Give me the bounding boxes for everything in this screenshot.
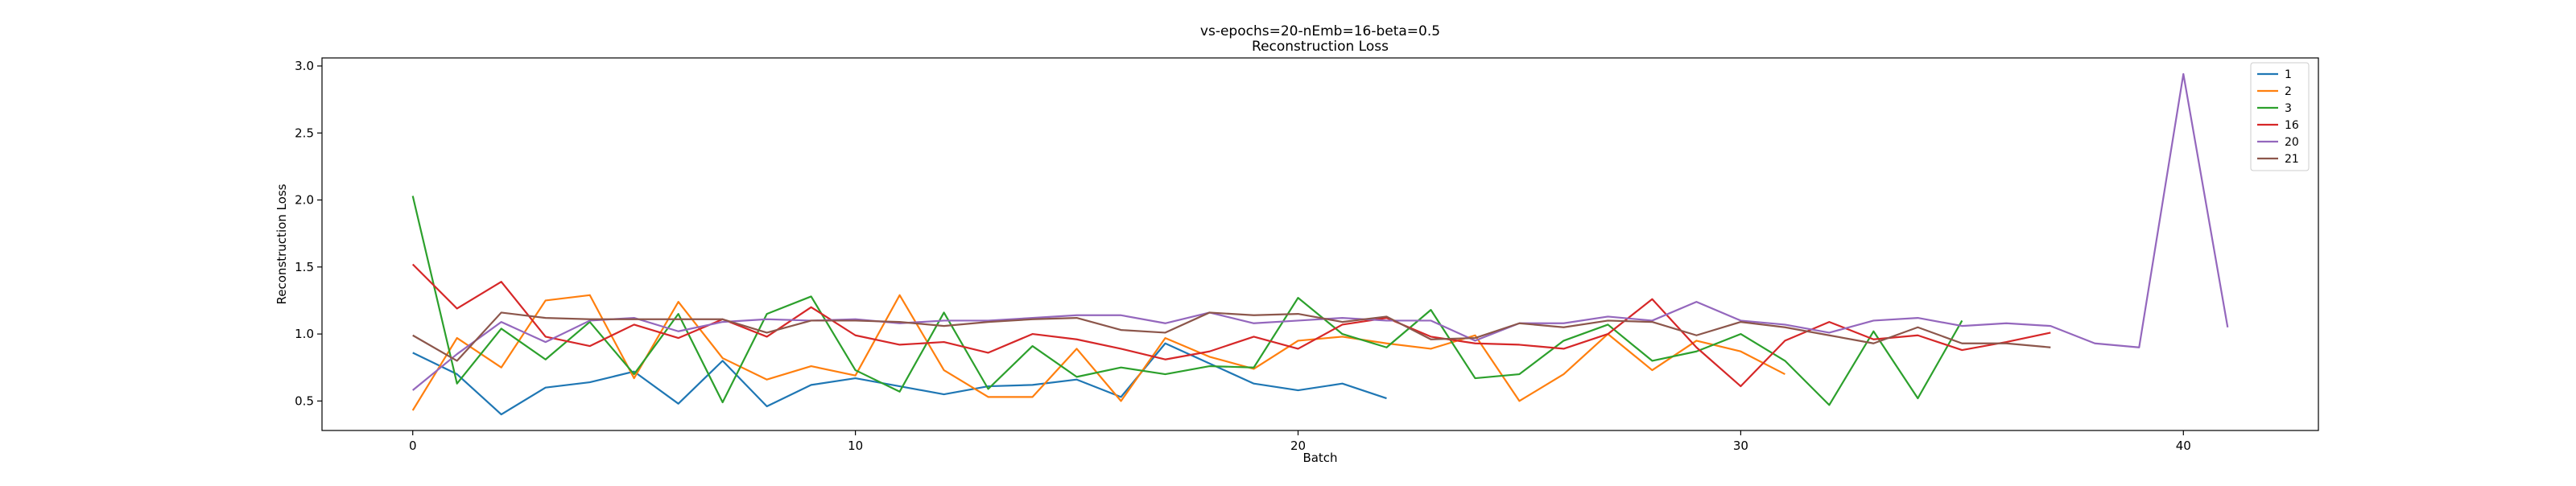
- x-tick-label: 40: [2176, 439, 2191, 453]
- legend-label: 20: [2285, 136, 2299, 149]
- y-tick-label: 0.5: [295, 393, 314, 408]
- legend-label: 1: [2285, 68, 2292, 81]
- y-tick-label: 3.0: [295, 59, 314, 73]
- legend-label: 2: [2285, 85, 2292, 98]
- y-tick-label: 1.5: [295, 260, 314, 274]
- series-line-1: [412, 342, 1387, 416]
- y-axis-label: Reconstruction Loss: [275, 183, 289, 304]
- series-line-2: [411, 294, 1785, 411]
- x-tick-label: 30: [1733, 439, 1748, 453]
- x-tick-label: 10: [848, 439, 863, 453]
- x-tick-label: 0: [409, 439, 417, 453]
- legend-label: 21: [2285, 153, 2299, 166]
- chart-title: vs-epochs=20-nEmb=16-beta=0.5: [1200, 23, 1440, 39]
- x-axis-label: Batch: [1302, 451, 1337, 465]
- y-tick-label: 2.0: [295, 193, 314, 208]
- plot-frame: [321, 57, 2319, 431]
- legend-label: 16: [2285, 119, 2299, 132]
- y-tick-label: 2.5: [295, 126, 314, 140]
- series-line-3: [411, 196, 1963, 406]
- series-line-21: [412, 311, 2051, 362]
- y-tick-label: 1.0: [295, 327, 314, 341]
- x-tick-label: 20: [1290, 439, 1306, 453]
- chart-subtitle: Reconstruction Loss: [1252, 39, 1389, 55]
- legend-label: 3: [2285, 102, 2292, 115]
- series-line-16: [411, 263, 2051, 388]
- legend: 1 2 3 16 20 21: [2250, 62, 2310, 171]
- series-line-20: [412, 72, 2229, 391]
- legend-box: [2250, 62, 2310, 171]
